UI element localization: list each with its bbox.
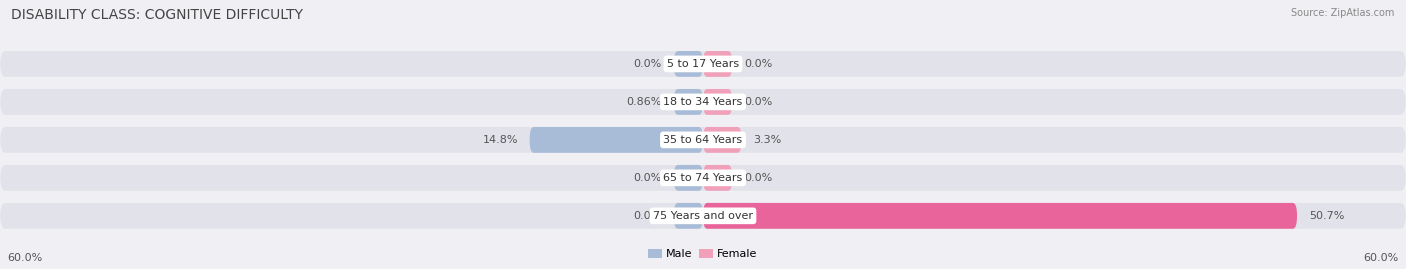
Text: 0.0%: 0.0% [634, 211, 662, 221]
FancyBboxPatch shape [530, 127, 703, 153]
Text: 0.0%: 0.0% [744, 59, 772, 69]
FancyBboxPatch shape [673, 165, 703, 191]
FancyBboxPatch shape [673, 203, 703, 229]
Text: 0.0%: 0.0% [744, 173, 772, 183]
FancyBboxPatch shape [0, 89, 1406, 115]
Text: 18 to 34 Years: 18 to 34 Years [664, 97, 742, 107]
Text: 5 to 17 Years: 5 to 17 Years [666, 59, 740, 69]
Legend: Male, Female: Male, Female [644, 244, 762, 263]
Text: 14.8%: 14.8% [482, 135, 517, 145]
FancyBboxPatch shape [673, 51, 703, 77]
Text: 50.7%: 50.7% [1309, 211, 1344, 221]
FancyBboxPatch shape [703, 89, 733, 115]
Text: DISABILITY CLASS: COGNITIVE DIFFICULTY: DISABILITY CLASS: COGNITIVE DIFFICULTY [11, 8, 304, 22]
Text: 3.3%: 3.3% [754, 135, 782, 145]
FancyBboxPatch shape [673, 89, 703, 115]
FancyBboxPatch shape [0, 51, 1406, 77]
Text: 0.0%: 0.0% [634, 173, 662, 183]
FancyBboxPatch shape [0, 203, 1406, 229]
FancyBboxPatch shape [703, 51, 733, 77]
Text: 35 to 64 Years: 35 to 64 Years [664, 135, 742, 145]
Text: 0.0%: 0.0% [634, 59, 662, 69]
FancyBboxPatch shape [703, 165, 733, 191]
Text: 0.0%: 0.0% [744, 97, 772, 107]
FancyBboxPatch shape [703, 203, 1298, 229]
FancyBboxPatch shape [703, 127, 742, 153]
Text: Source: ZipAtlas.com: Source: ZipAtlas.com [1291, 8, 1395, 18]
FancyBboxPatch shape [0, 165, 1406, 191]
Text: 75 Years and over: 75 Years and over [652, 211, 754, 221]
Text: 60.0%: 60.0% [1364, 253, 1399, 263]
FancyBboxPatch shape [0, 127, 1406, 153]
Text: 65 to 74 Years: 65 to 74 Years [664, 173, 742, 183]
Text: 0.86%: 0.86% [627, 97, 662, 107]
Text: 60.0%: 60.0% [7, 253, 42, 263]
